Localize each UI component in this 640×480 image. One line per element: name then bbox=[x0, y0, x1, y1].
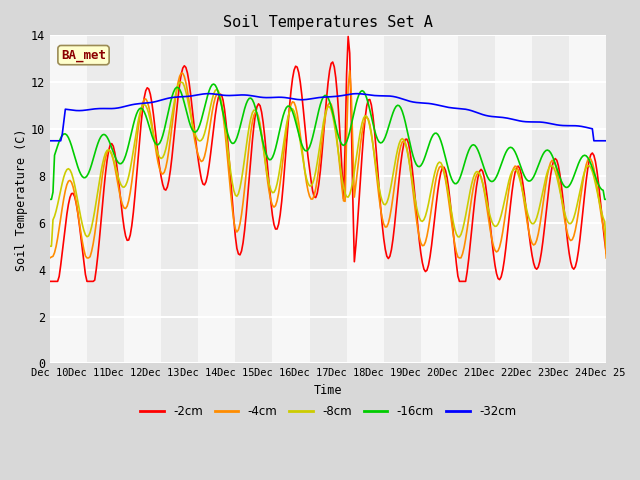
Bar bbox=[310, 36, 347, 363]
X-axis label: Time: Time bbox=[314, 384, 342, 397]
Legend: -2cm, -4cm, -8cm, -16cm, -32cm: -2cm, -4cm, -8cm, -16cm, -32cm bbox=[135, 401, 521, 423]
Y-axis label: Soil Temperature (C): Soil Temperature (C) bbox=[15, 128, 28, 271]
Bar bbox=[124, 36, 161, 363]
Bar bbox=[532, 36, 569, 363]
Bar bbox=[161, 36, 198, 363]
Bar bbox=[50, 36, 87, 363]
Bar bbox=[458, 36, 495, 363]
Bar bbox=[569, 36, 606, 363]
Bar bbox=[384, 36, 420, 363]
Bar bbox=[236, 36, 273, 363]
Bar bbox=[198, 36, 236, 363]
Bar bbox=[495, 36, 532, 363]
Text: BA_met: BA_met bbox=[61, 48, 106, 61]
Bar bbox=[273, 36, 310, 363]
Bar bbox=[420, 36, 458, 363]
Bar bbox=[347, 36, 384, 363]
Title: Soil Temperatures Set A: Soil Temperatures Set A bbox=[223, 15, 433, 30]
Bar bbox=[87, 36, 124, 363]
